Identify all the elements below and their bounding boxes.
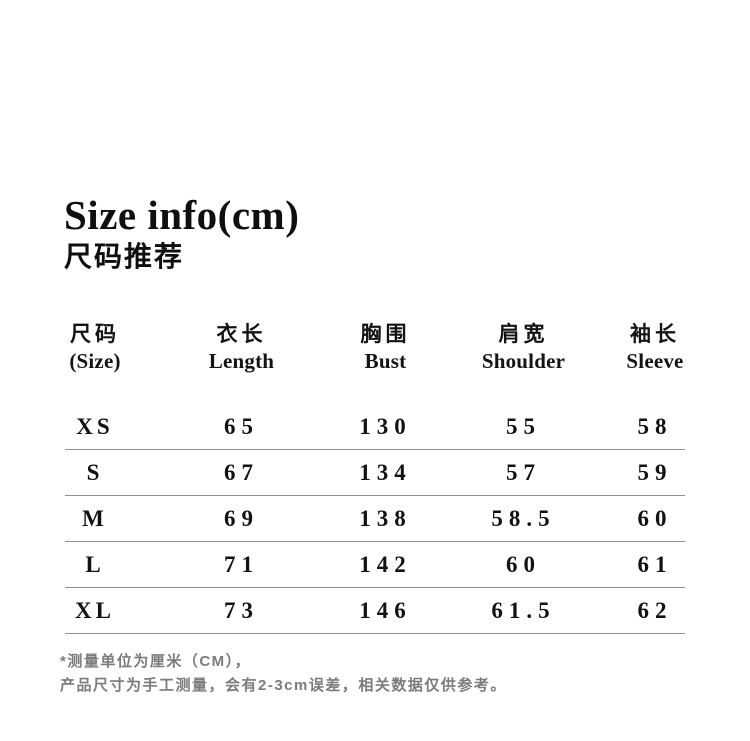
size-table-header: 尺码 (Size) 衣长 Length 胸围 Bust 肩宽 Shoulder … <box>65 321 685 374</box>
page-title: Size info(cm) <box>64 192 300 239</box>
size-cell: XL <box>75 597 115 623</box>
table-row-s: S 67 134 57 59 <box>65 450 685 496</box>
column-header-shoulder-zh: 肩宽 <box>498 323 549 346</box>
column-header-length-zh: 衣长 <box>216 323 267 346</box>
column-header-sleeve-zh: 袖长 <box>630 323 680 346</box>
column-header-length-en: Length <box>208 349 275 373</box>
column-header-bust-en: Bust <box>364 349 407 373</box>
length-cell: 73 <box>224 597 259 623</box>
size-cell: XS <box>76 413 114 439</box>
length-cell: 71 <box>224 551 259 577</box>
page-subtitle: 尺码推荐 <box>64 241 185 273</box>
length-cell: 69 <box>224 505 259 531</box>
size-table: 尺码 (Size) 衣长 Length 胸围 Bust 肩宽 Shoulder … <box>65 321 685 634</box>
table-row-l: L 71 142 60 61 <box>65 542 685 588</box>
column-header-size-zh: 尺码 <box>70 323 120 346</box>
column-header-bust-zh: 胸围 <box>360 323 411 346</box>
shoulder-cell: 61.5 <box>491 597 556 623</box>
bust-cell: 130 <box>359 413 412 439</box>
sleeve-cell: 59 <box>637 459 673 485</box>
column-header-sleeve: 袖长 Sleeve <box>591 321 685 374</box>
size-cell: S <box>86 459 104 485</box>
size-cell: L <box>85 551 105 577</box>
table-row-m: M 69 138 58.5 60 <box>65 496 685 542</box>
bust-cell: 134 <box>359 459 412 485</box>
bust-cell: 138 <box>359 505 412 531</box>
sleeve-cell: 62 <box>637 597 673 623</box>
footnote-tolerance: 产品尺寸为手工测量，会有2-3cm误差，相关数据仅供参考。 <box>60 677 507 694</box>
length-cell: 67 <box>224 459 259 485</box>
bust-cell: 146 <box>359 597 412 623</box>
column-header-size: 尺码 (Size) <box>65 321 168 374</box>
sleeve-cell: 61 <box>637 551 673 577</box>
footnotes: *测量单位为厘米（CM）， 产品尺寸为手工测量，会有2-3cm误差，相关数据仅供… <box>60 650 507 698</box>
size-cell: M <box>82 505 108 531</box>
sleeve-cell: 60 <box>637 505 673 531</box>
column-header-sleeve-en: Sleeve <box>626 349 684 373</box>
column-header-shoulder-en: Shoulder <box>481 349 566 373</box>
footnote-unit: *测量单位为厘米（CM）， <box>60 653 252 670</box>
shoulder-cell: 58.5 <box>491 505 556 531</box>
shoulder-cell: 55 <box>506 413 541 439</box>
column-header-length: 衣长 Length <box>168 321 315 374</box>
length-cell: 65 <box>224 413 259 439</box>
bust-cell: 142 <box>359 551 412 577</box>
table-row-xs: XS 65 130 55 58 <box>65 404 685 450</box>
table-row-xl: XL 73 146 61.5 62 <box>65 588 685 634</box>
shoulder-cell: 60 <box>506 551 541 577</box>
size-table-body: XS 65 130 55 58 S 67 134 57 59 M 69 138 … <box>65 404 685 634</box>
sleeve-cell: 58 <box>637 413 673 439</box>
column-header-shoulder: 肩宽 Shoulder <box>456 321 591 374</box>
column-header-bust: 胸围 Bust <box>315 321 456 374</box>
shoulder-cell: 57 <box>506 459 541 485</box>
column-header-size-en: (Size) <box>69 349 121 373</box>
